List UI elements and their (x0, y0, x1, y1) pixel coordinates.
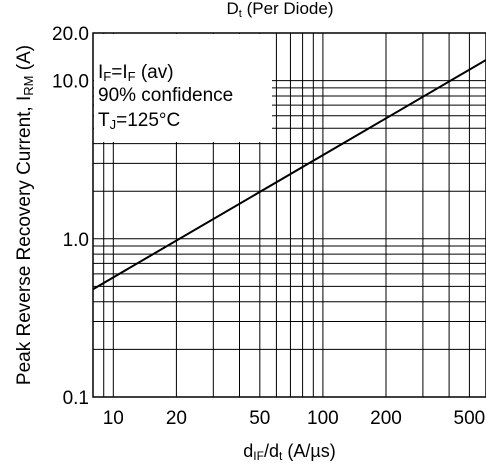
label-subscript: t (279, 449, 283, 463)
annotation-text: IF=IF (av) (98, 62, 174, 84)
label-text: D (227, 0, 239, 18)
label-subscript: t (239, 8, 242, 20)
annotation-text: TJ=125°C (98, 110, 180, 132)
label-text: (A/µs) (282, 441, 335, 461)
y-tick-label: 20.0 (52, 24, 89, 45)
label-text: =125°C (116, 110, 180, 131)
y-tick-label: 1.0 (63, 230, 89, 251)
label-text: (Per Diode) (242, 0, 334, 18)
annotation-background (94, 34, 272, 142)
label-text: d (243, 441, 253, 461)
label-text: (A) (14, 45, 35, 76)
label-text: T (98, 110, 110, 131)
x-tick-label: 20 (166, 408, 187, 429)
chart-title: Dt (Per Diode) (227, 0, 334, 20)
label-text: /d (264, 441, 279, 461)
label-text: I (98, 62, 103, 83)
label-text: (av) (136, 62, 174, 83)
y-axis-label: Peak Reverse Recovery Current, IRM (A) (14, 45, 36, 385)
x-tick-label: 10 (103, 408, 124, 429)
x-tick-label: 100 (307, 408, 339, 429)
label-subscript: J (110, 117, 117, 132)
y-tick-label: 10.0 (52, 72, 89, 93)
x-tick-label: 50 (249, 408, 270, 429)
x-tick-label: 200 (370, 408, 402, 429)
plot-frame (92, 32, 486, 398)
label-text: Peak Reverse Recovery Current, I (14, 96, 35, 385)
label-subscript: F (128, 69, 136, 84)
annotation-text: 90% confidence (98, 85, 233, 106)
label-subscript: RM (21, 76, 36, 96)
x-tick-label: 500 (454, 408, 486, 429)
series-line (92, 59, 486, 291)
x-axis-label: dIF/dt (A/µs) (243, 441, 335, 463)
label-subscript: IF (253, 449, 264, 463)
label-text: =I (111, 62, 127, 83)
label-text: 90% confidence (98, 85, 233, 106)
label-subscript: F (103, 69, 111, 84)
y-tick-label: 0.1 (63, 388, 89, 409)
